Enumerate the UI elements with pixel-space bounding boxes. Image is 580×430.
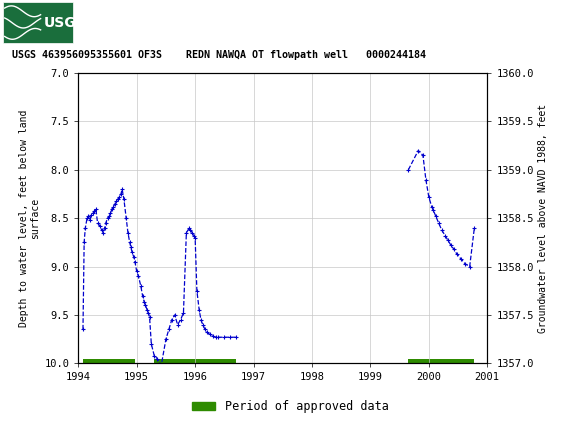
Text: USGS 463956095355601 OF3S    REDN NAWQA OT flowpath well   0000244184: USGS 463956095355601 OF3S REDN NAWQA OT …	[12, 50, 426, 60]
Text: USGS: USGS	[44, 16, 86, 31]
FancyBboxPatch shape	[3, 2, 72, 43]
Y-axis label: Groundwater level above NAVD 1988, feet: Groundwater level above NAVD 1988, feet	[538, 104, 548, 333]
Legend: Period of approved data: Period of approved data	[187, 395, 393, 418]
Y-axis label: Depth to water level, feet below land
surface: Depth to water level, feet below land su…	[19, 110, 40, 327]
